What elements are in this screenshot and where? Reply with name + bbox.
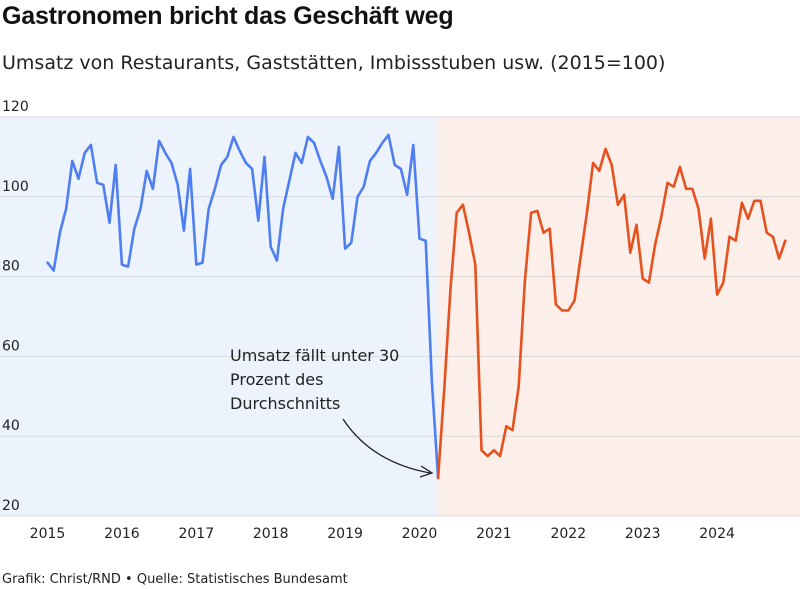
y-tick-label: 60 <box>2 338 20 354</box>
annotation-arrow <box>342 418 431 474</box>
y-tick-label: 20 <box>2 498 20 514</box>
chart-title: Gastronomen bricht das Geschäft weg <box>2 2 454 30</box>
x-tick-label: 2016 <box>104 526 140 542</box>
x-tick-label: 2017 <box>178 526 214 542</box>
x-tick-label: 2022 <box>550 526 586 542</box>
annotation-line-2: Prozent des <box>230 370 323 389</box>
x-tick-label: 2015 <box>30 526 66 542</box>
annotation-line-3: Durchschnitts <box>230 394 340 413</box>
y-tick-label: 40 <box>2 418 20 434</box>
chart-subtitle: Umsatz von Restaurants, Gaststätten, Imb… <box>2 52 666 74</box>
x-tick-label: 2023 <box>625 526 661 542</box>
series-line-post <box>436 147 787 480</box>
x-tick-label: 2019 <box>327 526 363 542</box>
series-line-pre <box>46 133 440 480</box>
y-tick-label: 100 <box>2 179 29 195</box>
x-tick-label: 2018 <box>253 526 289 542</box>
y-axis-ticks: 20 40 60 80 100 120 <box>2 99 29 514</box>
y-tick-label: 80 <box>2 259 20 275</box>
x-axis-ticks: 2015 2016 2017 2018 2019 2020 2021 2022 2023 2024 <box>30 526 735 542</box>
pandemic-background <box>438 117 800 516</box>
annotation-line-1: Umsatz fällt unter 30 <box>230 346 399 365</box>
source-credit: Grafik: Christ/RND • Quelle: Statistisch… <box>2 572 348 587</box>
x-tick-label: 2020 <box>402 526 438 542</box>
gridlines <box>0 116 800 517</box>
annotation: Umsatz fällt unter 30 Prozent des Durchs… <box>230 346 434 478</box>
y-tick-label: 120 <box>2 99 29 115</box>
x-tick-label: 2021 <box>476 526 512 542</box>
x-tick-label: 2024 <box>699 526 735 542</box>
annotation-arrowhead <box>419 465 434 478</box>
